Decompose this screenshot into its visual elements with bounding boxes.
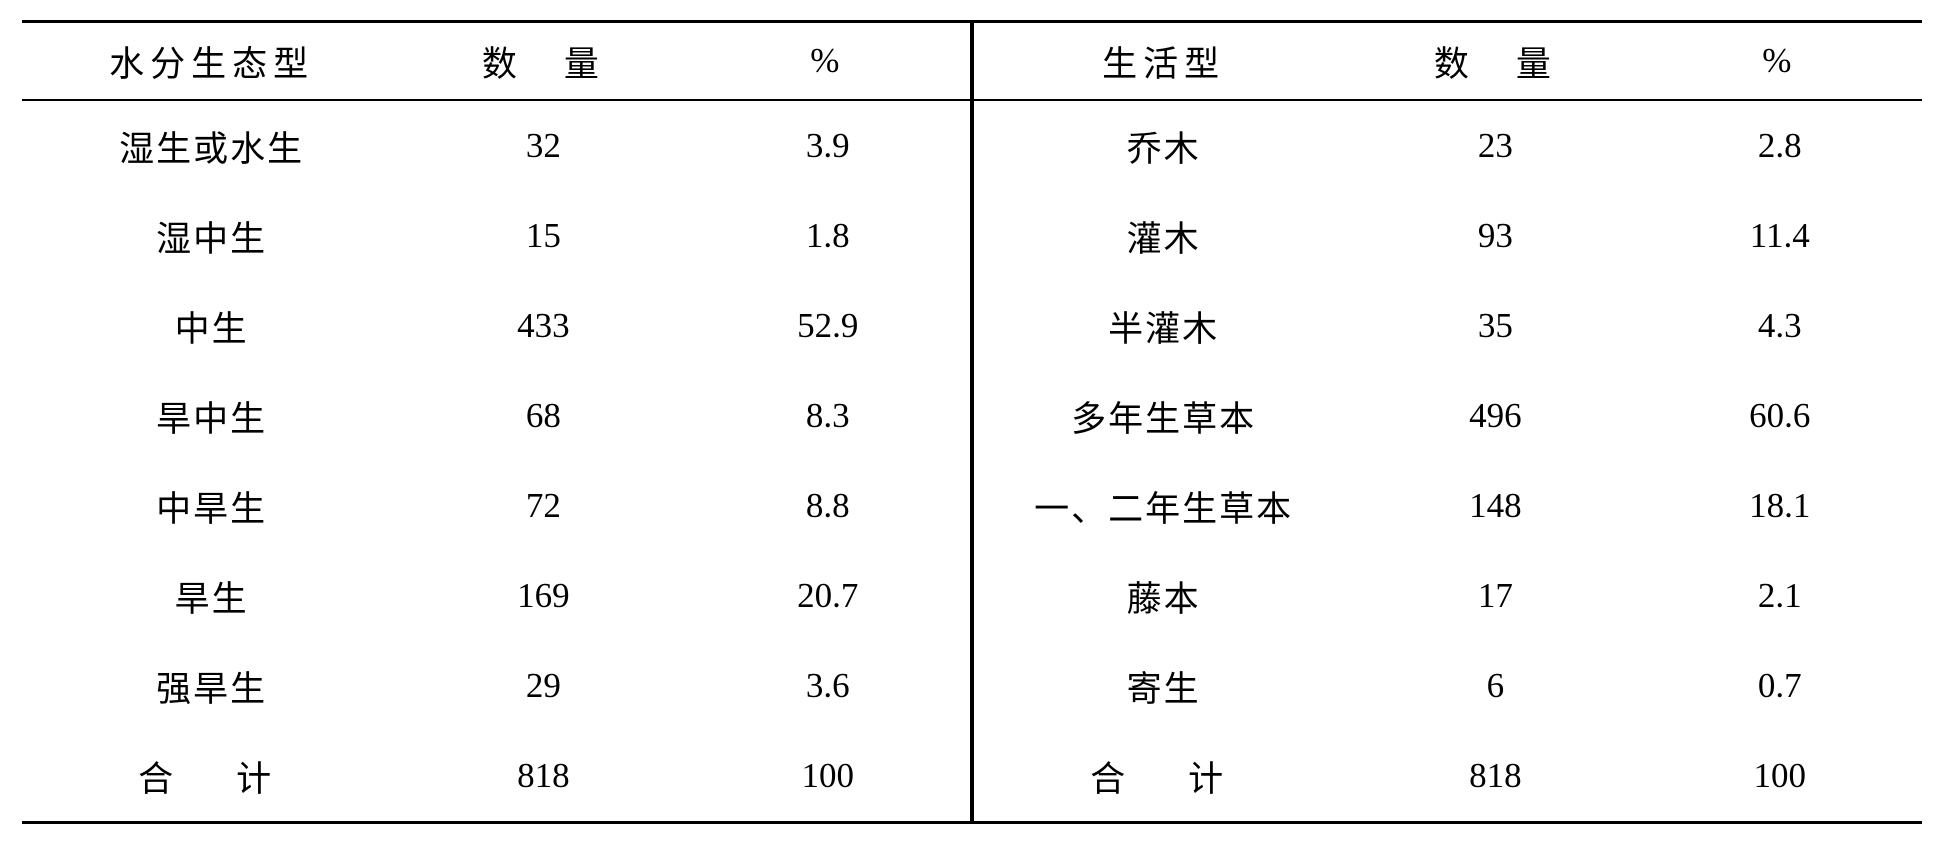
row-pct: 52.9 xyxy=(686,306,970,346)
row-pct: 18.1 xyxy=(1638,486,1922,526)
row-label-total: 合 计 xyxy=(974,751,1353,802)
row-qty: 6 xyxy=(1353,666,1637,706)
left-header-col3: % xyxy=(686,41,970,81)
table-row: 一、二年生草本 148 18.1 xyxy=(974,461,1922,551)
row-pct: 4.3 xyxy=(1638,306,1922,346)
table-row: 中旱生 72 8.8 xyxy=(22,461,970,551)
table-row: 湿生或水生 32 3.9 xyxy=(22,101,970,191)
table-row: 灌木 93 11.4 xyxy=(974,191,1922,281)
row-qty: 29 xyxy=(401,666,685,706)
row-qty: 68 xyxy=(401,396,685,436)
row-pct: 1.8 xyxy=(686,216,970,256)
table-row: 旱中生 68 8.3 xyxy=(22,371,970,461)
left-header-col2: 数 量 xyxy=(401,36,685,87)
row-label: 强旱生 xyxy=(22,661,401,712)
row-label: 旱中生 xyxy=(22,391,401,442)
left-header-row: 水分生态型 数 量 % xyxy=(22,23,970,101)
right-header-col2: 数 量 xyxy=(1353,36,1637,87)
table-row: 多年生草本 496 60.6 xyxy=(974,371,1922,461)
row-qty: 32 xyxy=(401,126,685,166)
row-label: 多年生草本 xyxy=(974,391,1353,442)
left-table-section: 水分生态型 数 量 % 湿生或水生 32 3.9 湿中生 15 1.8 中生 4… xyxy=(22,23,972,821)
table-row: 半灌木 35 4.3 xyxy=(974,281,1922,371)
row-label: 旱生 xyxy=(22,571,401,622)
row-pct: 11.4 xyxy=(1638,216,1922,256)
row-pct: 3.6 xyxy=(686,666,970,706)
row-pct: 0.7 xyxy=(1638,666,1922,706)
row-qty: 15 xyxy=(401,216,685,256)
row-label: 中生 xyxy=(22,301,401,352)
table-row: 强旱生 29 3.6 xyxy=(22,641,970,731)
row-label: 一、二年生草本 xyxy=(974,481,1353,532)
row-qty: 433 xyxy=(401,306,685,346)
row-qty: 818 xyxy=(1353,756,1637,796)
row-label: 寄生 xyxy=(974,661,1353,712)
row-label: 乔木 xyxy=(974,121,1353,172)
right-header-col1: 生活型 xyxy=(974,36,1353,87)
row-label: 湿中生 xyxy=(22,211,401,262)
row-label: 半灌木 xyxy=(974,301,1353,352)
row-pct: 60.6 xyxy=(1638,396,1922,436)
row-qty: 17 xyxy=(1353,576,1637,616)
row-pct: 100 xyxy=(1638,756,1922,796)
row-pct: 100 xyxy=(686,756,970,796)
row-qty: 148 xyxy=(1353,486,1637,526)
table-row: 合 计 818 100 xyxy=(974,731,1922,821)
row-label: 湿生或水生 xyxy=(22,121,401,172)
row-label: 中旱生 xyxy=(22,481,401,532)
row-qty: 496 xyxy=(1353,396,1637,436)
row-qty: 169 xyxy=(401,576,685,616)
right-header-row: 生活型 数 量 % xyxy=(974,23,1922,101)
left-header-col1: 水分生态型 xyxy=(22,36,401,87)
row-label: 灌木 xyxy=(974,211,1353,262)
right-table-section: 生活型 数 量 % 乔木 23 2.8 灌木 93 11.4 半灌木 35 4.… xyxy=(972,23,1922,821)
row-pct: 2.1 xyxy=(1638,576,1922,616)
table-row: 中生 433 52.9 xyxy=(22,281,970,371)
table-row: 藤本 17 2.1 xyxy=(974,551,1922,641)
row-qty: 818 xyxy=(401,756,685,796)
data-table: 水分生态型 数 量 % 湿生或水生 32 3.9 湿中生 15 1.8 中生 4… xyxy=(22,20,1922,824)
row-qty: 35 xyxy=(1353,306,1637,346)
row-pct: 3.9 xyxy=(686,126,970,166)
right-header-col3: % xyxy=(1638,41,1922,81)
row-pct: 2.8 xyxy=(1638,126,1922,166)
row-pct: 20.7 xyxy=(686,576,970,616)
table-row: 乔木 23 2.8 xyxy=(974,101,1922,191)
row-pct: 8.8 xyxy=(686,486,970,526)
row-qty: 93 xyxy=(1353,216,1637,256)
row-qty: 72 xyxy=(401,486,685,526)
row-label: 藤本 xyxy=(974,571,1353,622)
table-row: 旱生 169 20.7 xyxy=(22,551,970,641)
row-pct: 8.3 xyxy=(686,396,970,436)
row-label-total: 合 计 xyxy=(22,751,401,802)
table-row: 湿中生 15 1.8 xyxy=(22,191,970,281)
table-row: 寄生 6 0.7 xyxy=(974,641,1922,731)
row-qty: 23 xyxy=(1353,126,1637,166)
table-row: 合 计 818 100 xyxy=(22,731,970,821)
